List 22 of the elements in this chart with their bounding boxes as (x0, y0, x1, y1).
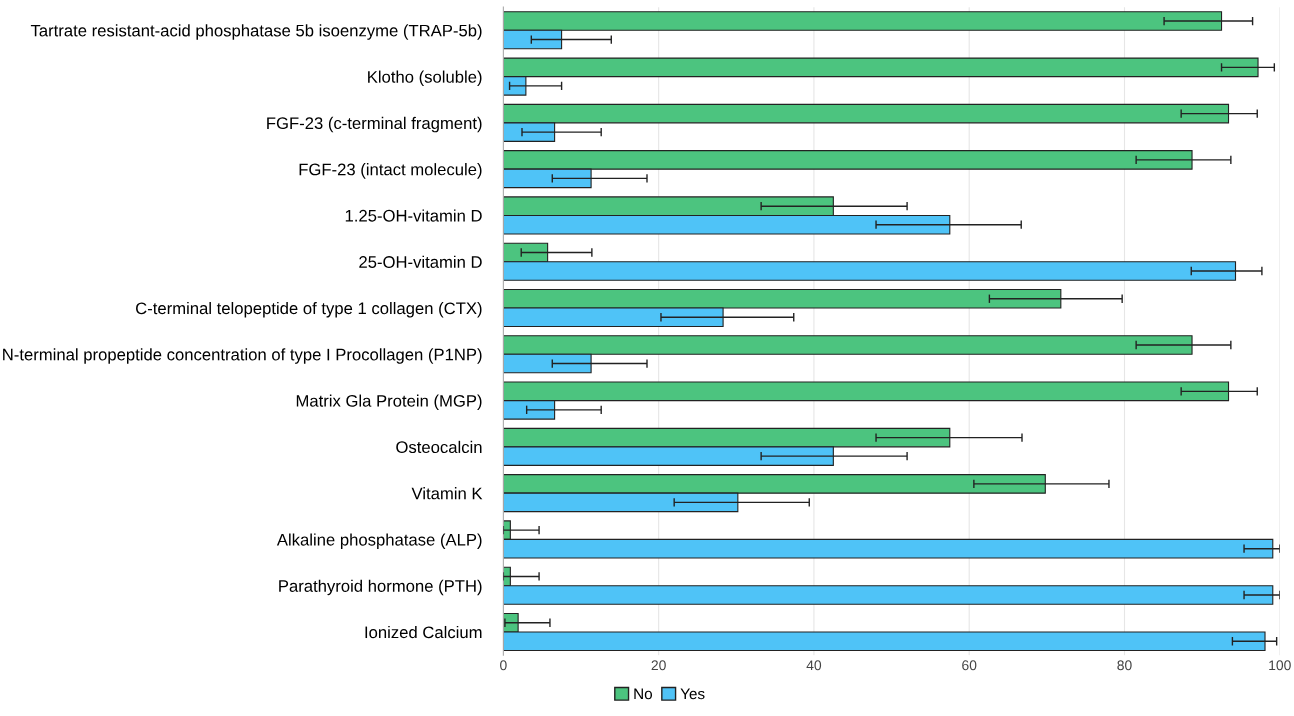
y-tick-label: Tartrate resistant-acid phosphatase 5b isoenzyme (TRAP-5b) (30, 24, 482, 40)
x-tick-label: 0 (500, 660, 507, 671)
x-tick-label: 100 (1269, 660, 1291, 671)
y-tick-label: Matrix Gla Protein (MGP) (296, 394, 482, 411)
y-tick-label: FGF-23 (c-terminal fragment) (267, 116, 482, 133)
x-tick-label: 40 (806, 660, 822, 671)
y-tick-label: FGF-23 (intact molecule) (299, 163, 482, 179)
y-tick-label: C-terminal telopeptide of type 1 collagen (CTX) (136, 301, 482, 318)
x-tick-label: 20 (651, 660, 666, 671)
y-tick-label: Klotho (soluble) (368, 70, 482, 87)
y-tick-label: Alkaline phosphatase (ALP) (276, 533, 482, 549)
x-tick-label: 80 (1117, 660, 1132, 671)
y-tick-label: Vitamin K (411, 487, 483, 500)
y-tick-label: 1.25-OH-vitamin D (345, 209, 482, 222)
y-tick-label: N-terminal propeptide concentration of type I Procollagen (P1NP) (3, 348, 482, 364)
y-tick-label: Parathyroid hormone (PTH) (279, 579, 482, 596)
y-tick-label: 25-OH-vitamin D (359, 255, 482, 268)
y-tick-label: Osteocalcin (396, 440, 482, 454)
legend-label: No (634, 688, 653, 700)
legend-label: Yes (680, 688, 705, 700)
x-tick-label: 60 (962, 660, 977, 671)
y-tick-label: Ionized Calcium (365, 625, 482, 639)
